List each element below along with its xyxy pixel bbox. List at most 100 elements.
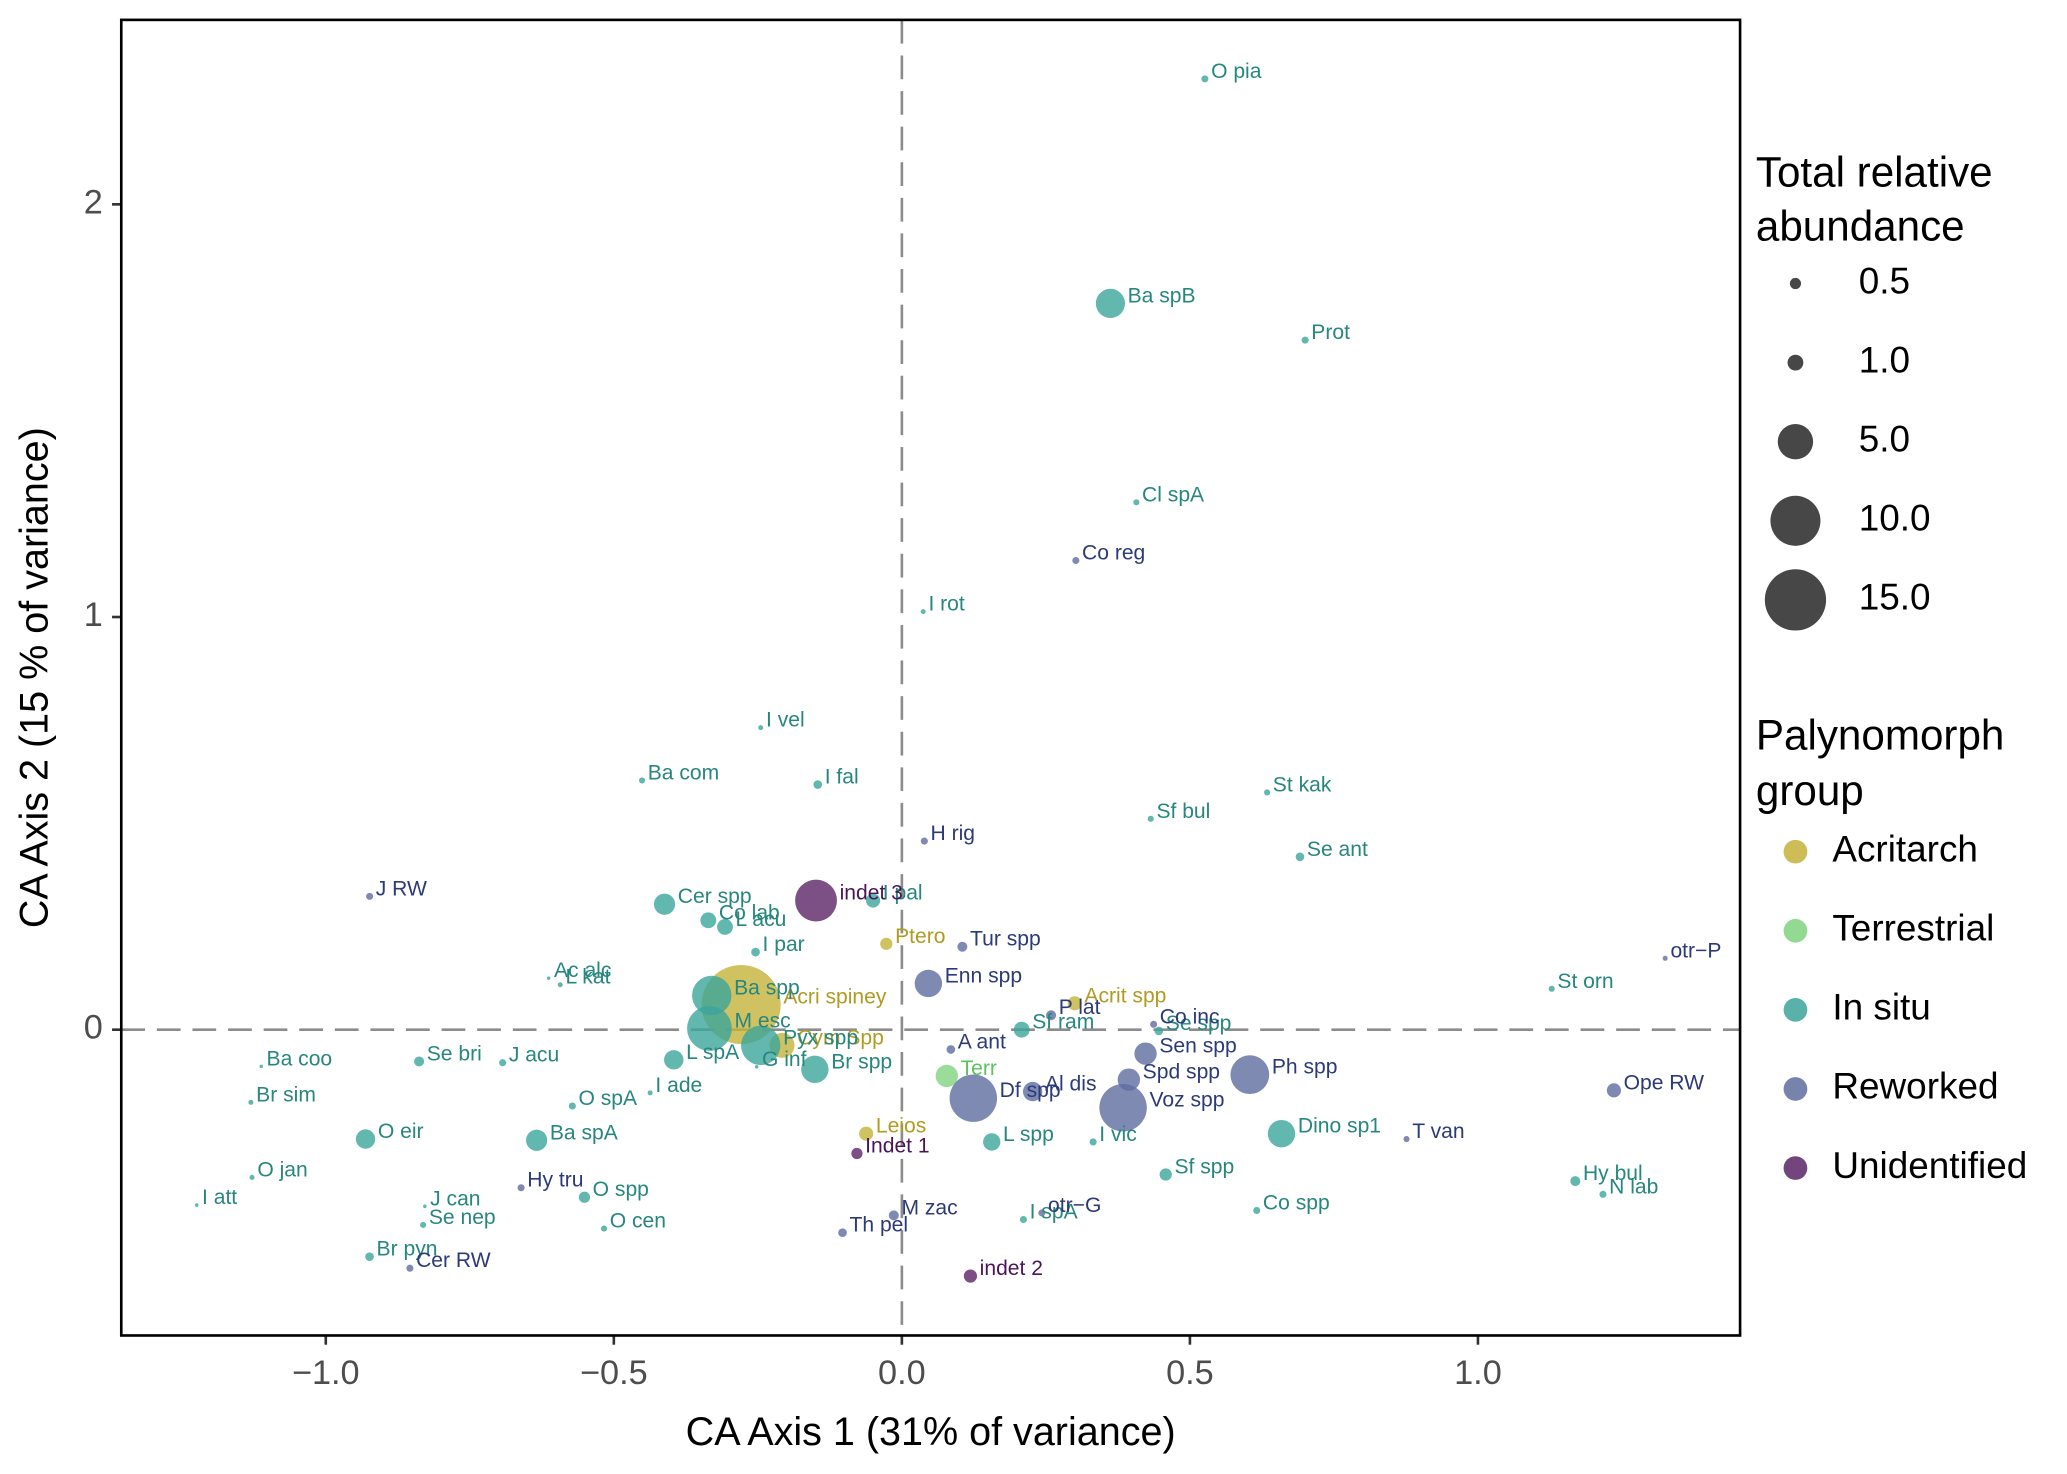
color-legend-key — [1783, 1156, 1808, 1180]
color-legend-key — [1783, 998, 1808, 1022]
point — [1230, 1055, 1270, 1095]
point-label: Se ant — [1307, 838, 1368, 861]
point — [1133, 499, 1140, 506]
point — [568, 1102, 576, 1110]
point-label: I pal — [883, 882, 923, 905]
point — [249, 1174, 255, 1180]
point-label: I spA — [1030, 1201, 1079, 1224]
point-label: otr−P — [1670, 939, 1721, 962]
point-label: Leios — [876, 1115, 926, 1138]
point — [557, 982, 563, 988]
point — [754, 1065, 759, 1069]
point — [414, 1056, 425, 1067]
point — [801, 1055, 829, 1084]
point — [1403, 1135, 1410, 1143]
point — [1606, 1083, 1621, 1098]
color-legend-key — [1783, 1077, 1808, 1101]
point — [406, 1264, 414, 1272]
point-label: Voz spp — [1149, 1089, 1224, 1112]
point — [1089, 1138, 1097, 1146]
size-legend-label: 10.0 — [1859, 498, 1931, 539]
point-label: I att — [202, 1186, 237, 1209]
point-label: Df spp — [1000, 1079, 1061, 1102]
point — [365, 1252, 374, 1261]
size-legend-key — [1787, 354, 1804, 371]
point-label: Cl spA — [1142, 483, 1205, 506]
points — [194, 75, 1668, 1283]
size-legend-key — [1777, 424, 1814, 460]
y-tick-label: 2 — [84, 183, 103, 221]
point — [1134, 1042, 1157, 1065]
point — [1013, 1021, 1030, 1038]
point-label: Ph spp — [1272, 1056, 1338, 1079]
point — [1662, 955, 1668, 961]
point-label: O spp — [593, 1178, 649, 1201]
point — [920, 837, 928, 845]
point — [983, 1133, 1001, 1151]
point — [758, 725, 764, 731]
size-legend-label: 5.0 — [1859, 418, 1910, 459]
point-label: G inf — [762, 1048, 807, 1071]
point-label: L acu — [736, 908, 787, 931]
point-label: L kat — [566, 966, 611, 989]
point — [420, 1221, 427, 1228]
point-label: Ba spp — [734, 976, 800, 999]
point-label: I rot — [928, 593, 964, 616]
point — [946, 1045, 956, 1054]
y-tick-label: 0 — [84, 1009, 103, 1047]
point-label: Br spp — [831, 1050, 892, 1073]
point — [851, 1147, 863, 1160]
y-tick-label: 1 — [84, 596, 103, 634]
point-label: Ba coo — [267, 1047, 333, 1070]
point-label: Terr — [961, 1057, 997, 1080]
point-label: Se nep — [429, 1206, 496, 1229]
point-label: O cen — [610, 1210, 666, 1233]
size-legend-title: Total relative — [1756, 149, 1993, 196]
point-label: O eir — [378, 1120, 424, 1143]
point — [526, 1129, 548, 1151]
panel-border — [119, 18, 1742, 1337]
point-label: T van — [1412, 1120, 1464, 1143]
color-legend-title: Palynomorph — [1756, 711, 2004, 758]
point — [355, 1129, 376, 1149]
point — [1253, 1206, 1261, 1214]
point-label: Co lab — [719, 901, 780, 924]
point — [795, 879, 837, 922]
point-labels: Acri spiney Cym Spp Ptero Acrit spp Leios Ter… — [202, 60, 1721, 1280]
point — [1295, 852, 1305, 862]
point — [517, 1184, 525, 1192]
point — [914, 969, 943, 998]
point — [1095, 288, 1125, 318]
point-label: Ba com — [648, 761, 719, 784]
point — [1150, 1020, 1158, 1028]
point — [700, 912, 717, 929]
point — [957, 941, 968, 952]
point-label: Ope RW — [1624, 1071, 1705, 1094]
point-label: otr−G — [1048, 1194, 1101, 1217]
point-label: J RW — [376, 877, 427, 900]
point — [1038, 1209, 1046, 1217]
point — [647, 1090, 653, 1096]
x-tick-label: 0.0 — [878, 1354, 926, 1392]
color-legend-label: Unidentified — [1832, 1145, 2027, 1186]
point-label: Ptero — [895, 925, 945, 948]
color-legend-title: group — [1756, 767, 1864, 814]
point-label: H rig — [931, 822, 976, 845]
color-legend-label: In situ — [1832, 987, 1930, 1028]
color-legend-key — [1783, 918, 1808, 943]
point — [1264, 789, 1271, 796]
point-label: Sf spp — [1174, 1156, 1234, 1179]
point-label: Ac alc — [554, 959, 611, 982]
color-legend-label: Reworked — [1832, 1066, 1998, 1107]
size-legend-label: 15.0 — [1859, 577, 1931, 618]
point — [664, 1050, 684, 1070]
x-tick-label: −1.0 — [292, 1354, 360, 1392]
point — [813, 780, 823, 789]
x-axis-title: CA Axis 1 (31% of variance) — [686, 1410, 1176, 1454]
point-label: Se bri — [427, 1042, 482, 1065]
point — [859, 1126, 874, 1141]
point — [1301, 336, 1309, 344]
point-label: J acu — [509, 1044, 559, 1067]
point — [1154, 1026, 1164, 1036]
